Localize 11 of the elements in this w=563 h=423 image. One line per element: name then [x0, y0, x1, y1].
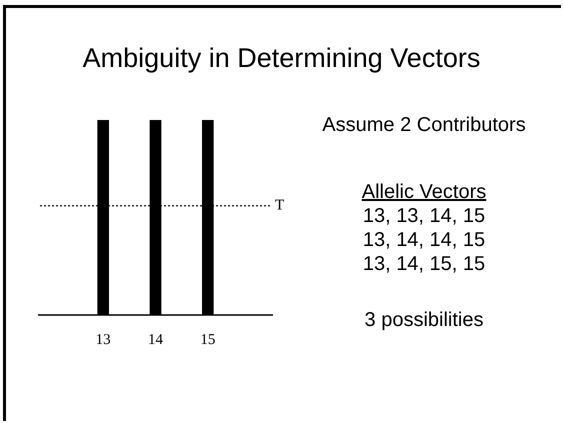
text: 13, 13, 14, 15 — [362, 204, 486, 228]
chart-title: Ambiguity in Determining Vectors — [82, 42, 482, 75]
text: 3 possibilities — [364, 308, 484, 332]
text: 13, 14, 15, 15 — [362, 252, 486, 276]
ref-line-label: T — [275, 198, 284, 214]
text: 13, 14, 14, 15 — [362, 228, 486, 252]
x-tick-label: 14 — [148, 332, 164, 348]
text: Assume 2 Contributors — [322, 113, 526, 137]
text: Allelic Vectors — [362, 180, 486, 204]
x-tick-label: 13 — [96, 332, 111, 348]
x-tick-label: 15 — [200, 332, 216, 348]
